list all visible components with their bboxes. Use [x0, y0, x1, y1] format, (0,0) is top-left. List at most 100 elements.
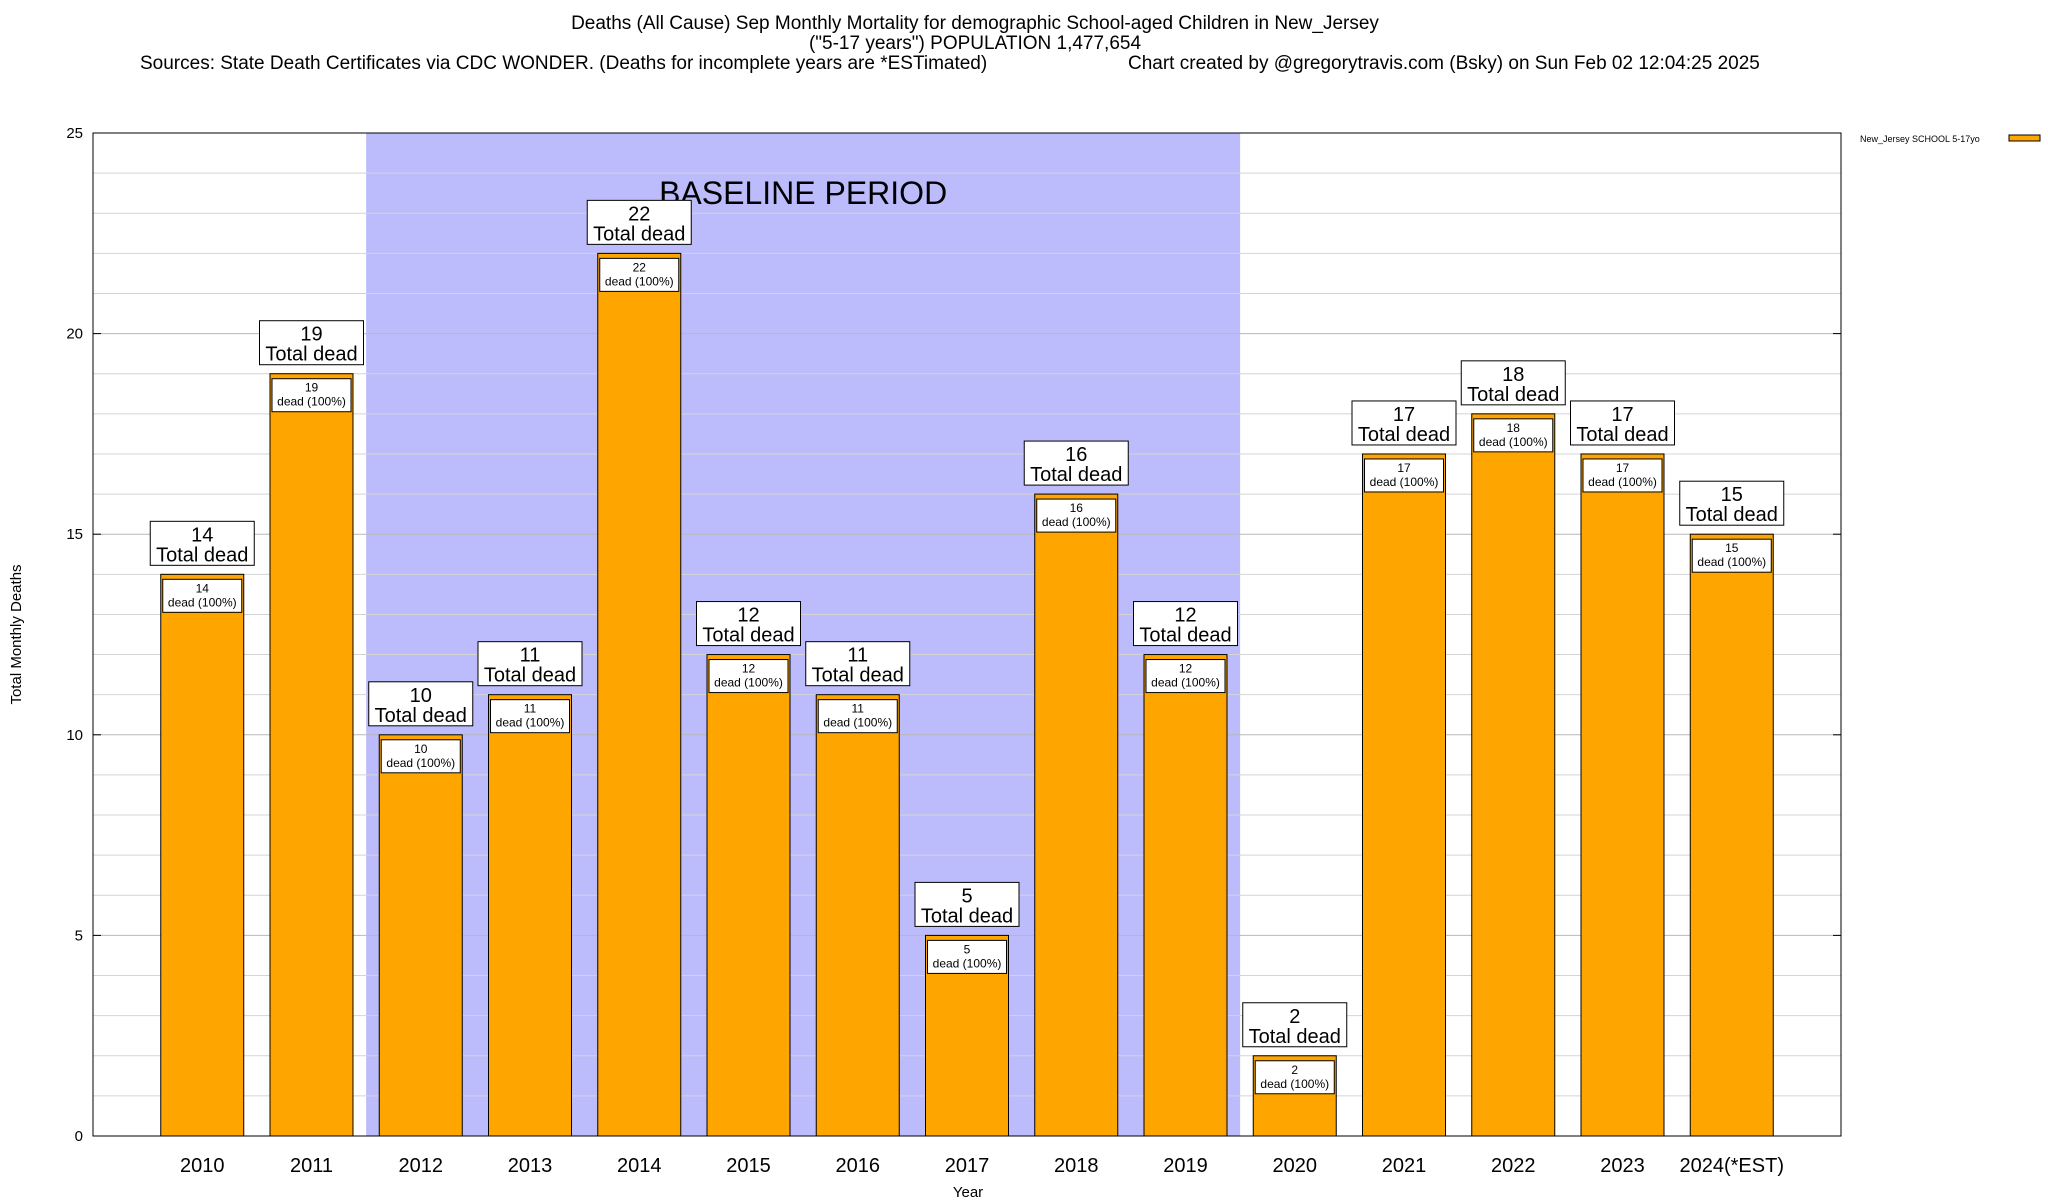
x-tick-label: 2017 — [945, 1155, 990, 1177]
x-tick-label: 2016 — [836, 1155, 881, 1177]
bar-top-label-box — [1242, 1002, 1348, 1048]
bar-inner-value: 19 — [305, 381, 319, 395]
bar-inner-label: dead (100%) — [1479, 435, 1548, 449]
bar-top-label: Total dead — [484, 665, 576, 687]
bar-inner-label: dead (100%) — [714, 676, 783, 690]
x-tick-label: 2014 — [617, 1155, 662, 1177]
y-tick-label: 10 — [66, 727, 83, 744]
bar-inner-label: dead (100%) — [277, 395, 346, 409]
bar-inner-label-box — [1145, 659, 1226, 694]
bar-inner-value: 2 — [1291, 1063, 1298, 1077]
bar-top-value: 11 — [847, 645, 868, 667]
bar-top-value: 18 — [1502, 364, 1524, 386]
bar-top-label: Total dead — [1139, 625, 1231, 647]
bar — [597, 252, 682, 1137]
bar — [1034, 493, 1119, 1137]
bar-inner-value: 11 — [852, 702, 865, 716]
x-axis-label: Year — [953, 1184, 983, 1200]
bar-top-label-box — [1133, 601, 1238, 647]
bar-top-value: 5 — [961, 885, 972, 907]
bar-top-label-box — [696, 601, 801, 647]
bar-top-value: 15 — [1721, 484, 1743, 506]
bar-inner-label-box — [1473, 418, 1554, 453]
x-tick-label: 2022 — [1491, 1155, 1536, 1177]
bar-top-label-box — [1023, 440, 1129, 486]
bar-top-label-box — [1679, 480, 1785, 526]
chart-subtitle: ("5-17 years") POPULATION 1,477,654 — [808, 33, 1142, 54]
bar-inner-label: dead (100%) — [168, 595, 237, 609]
x-tick-label: 2011 — [290, 1155, 333, 1177]
bar-top-label: Total dead — [1686, 504, 1778, 526]
legend-label: New_Jersey SCHOOL 5-17yo — [1860, 134, 1980, 144]
bar — [1143, 654, 1228, 1137]
x-tick-label: 2010 — [180, 1155, 225, 1177]
bar-top-value: 10 — [410, 685, 432, 707]
bar-top-value: 17 — [1611, 404, 1633, 426]
bar — [706, 654, 791, 1137]
bar-inner-label: dead (100%) — [1260, 1077, 1329, 1091]
bar-inner-value: 17 — [1397, 461, 1411, 475]
bar-top-label-box — [149, 520, 255, 566]
bar-top-label: Total dead — [156, 544, 248, 566]
plot-frame — [92, 132, 1842, 1137]
bar — [1362, 453, 1446, 1137]
bar-inner-value: 12 — [1179, 662, 1193, 676]
bar-inner-label-box — [271, 378, 352, 413]
bar-inner-value: 15 — [1725, 541, 1739, 555]
y-tick-label: 25 — [66, 125, 83, 142]
bar-inner-label: dead (100%) — [1697, 555, 1766, 569]
bar — [1471, 413, 1556, 1137]
bar-top-label: Total dead — [1030, 464, 1122, 486]
bar-top-label-box — [1460, 360, 1566, 406]
bar-top-label: Total dead — [1576, 424, 1668, 446]
bar-inner-label: dead (100%) — [386, 756, 455, 770]
bar-inner-label: dead (100%) — [1588, 475, 1657, 489]
bar — [488, 694, 572, 1137]
bar-inner-label: dead (100%) — [1151, 676, 1220, 690]
bar-inner-value: 11 — [524, 702, 537, 716]
bar-inner-label-box — [162, 578, 243, 613]
bar-top-label-box — [368, 681, 474, 727]
bar-top-label-box — [805, 641, 911, 687]
bar-top-label: Total dead — [265, 344, 357, 366]
bar-top-label: Total dead — [1358, 424, 1450, 446]
y-tick-label: 5 — [75, 927, 83, 944]
legend-swatch — [2008, 134, 2041, 142]
x-tick-label: 2012 — [399, 1155, 444, 1177]
y-axis-label: Total Monthly Deaths — [8, 564, 25, 704]
bar-inner-label-box — [1254, 1060, 1335, 1095]
bar-top-label: Total dead — [1467, 384, 1559, 406]
chart-sources: Sources: State Death Certificates via CD… — [140, 53, 988, 74]
bar-inner-label-box — [1036, 498, 1117, 533]
bar — [1689, 533, 1774, 1137]
bar-top-label: Total dead — [702, 625, 794, 647]
bar — [1580, 453, 1665, 1137]
bar-inner-value: 12 — [742, 662, 756, 676]
x-tick-label: 2018 — [1054, 1155, 1099, 1177]
bar-inner-value: 14 — [196, 581, 210, 595]
bar-top-value: 11 — [520, 645, 541, 667]
bar — [160, 573, 245, 1137]
bar-inner-label-box — [1582, 458, 1663, 493]
bar-inner-value: 5 — [964, 942, 971, 956]
x-tick-label: 2024(*EST) — [1680, 1155, 1785, 1177]
chart-credit: Chart created by @gregorytravis.com (Bsk… — [1128, 53, 1760, 74]
x-tick-label: 2020 — [1273, 1155, 1318, 1177]
bar — [815, 694, 900, 1137]
bar-inner-value: 16 — [1070, 501, 1084, 515]
bar-inner-label-box — [599, 257, 680, 292]
bar-inner-label-box — [927, 939, 1007, 974]
bar-top-label-box — [914, 881, 1020, 927]
bar-inner-value: 22 — [633, 260, 647, 274]
bar-top-label-box — [1570, 400, 1675, 446]
bar-top-value: 17 — [1393, 404, 1415, 426]
bar-top-label-box — [1351, 400, 1457, 446]
bar-top-label: Total dead — [812, 665, 904, 687]
x-tick-label: 2023 — [1600, 1155, 1645, 1177]
bar-inner-label: dead (100%) — [605, 274, 674, 288]
bar-top-value: 12 — [737, 605, 759, 627]
bar-top-value: 16 — [1065, 444, 1087, 466]
bar-top-label-box — [477, 641, 583, 687]
bar-inner-value: 18 — [1507, 421, 1521, 435]
bar-top-label: Total dead — [375, 705, 467, 727]
